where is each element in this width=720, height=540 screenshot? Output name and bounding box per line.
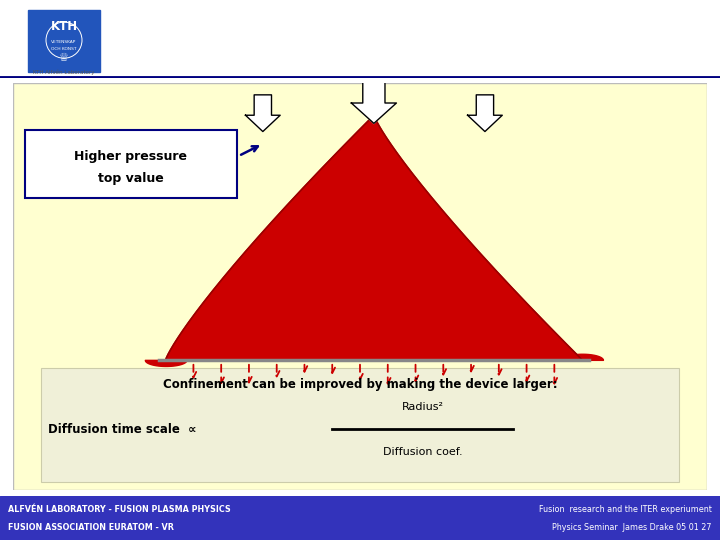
Text: Higher pressure: Higher pressure <box>74 150 187 163</box>
FancyBboxPatch shape <box>0 496 720 540</box>
Text: Fusion  research and the ITER experiument: Fusion research and the ITER experiument <box>539 505 712 514</box>
FancyBboxPatch shape <box>24 130 237 198</box>
Text: FUSION ASSOCIATION EURATOM - VR: FUSION ASSOCIATION EURATOM - VR <box>8 523 174 532</box>
FancyBboxPatch shape <box>13 83 707 490</box>
Polygon shape <box>467 95 503 132</box>
Polygon shape <box>246 95 280 132</box>
Text: Diffusion time scale  ∝: Diffusion time scale ∝ <box>48 423 196 436</box>
Text: KTH Alfvén Laboratory: KTH Alfvén Laboratory <box>33 70 95 75</box>
Text: Diffusion coef.: Diffusion coef. <box>382 447 462 457</box>
Text: OCH KONST: OCH KONST <box>51 47 77 51</box>
Text: KTH: KTH <box>50 19 78 32</box>
Polygon shape <box>351 78 397 123</box>
Text: Radius²: Radius² <box>402 402 444 411</box>
Text: ALFVÉN LABORATORY - FUSION PLASMA PHYSICS: ALFVÉN LABORATORY - FUSION PLASMA PHYSIC… <box>8 505 230 514</box>
Polygon shape <box>166 115 582 360</box>
Text: top value: top value <box>98 172 164 185</box>
Text: ♕: ♕ <box>59 53 69 63</box>
FancyBboxPatch shape <box>41 368 679 482</box>
Text: Physics Seminar  James Drake 05 01 27: Physics Seminar James Drake 05 01 27 <box>552 523 712 532</box>
Text: Confinement can be improved by making the device larger:: Confinement can be improved by making th… <box>163 378 557 391</box>
Text: VETENSKAP: VETENSKAP <box>51 40 77 44</box>
FancyBboxPatch shape <box>28 10 100 72</box>
